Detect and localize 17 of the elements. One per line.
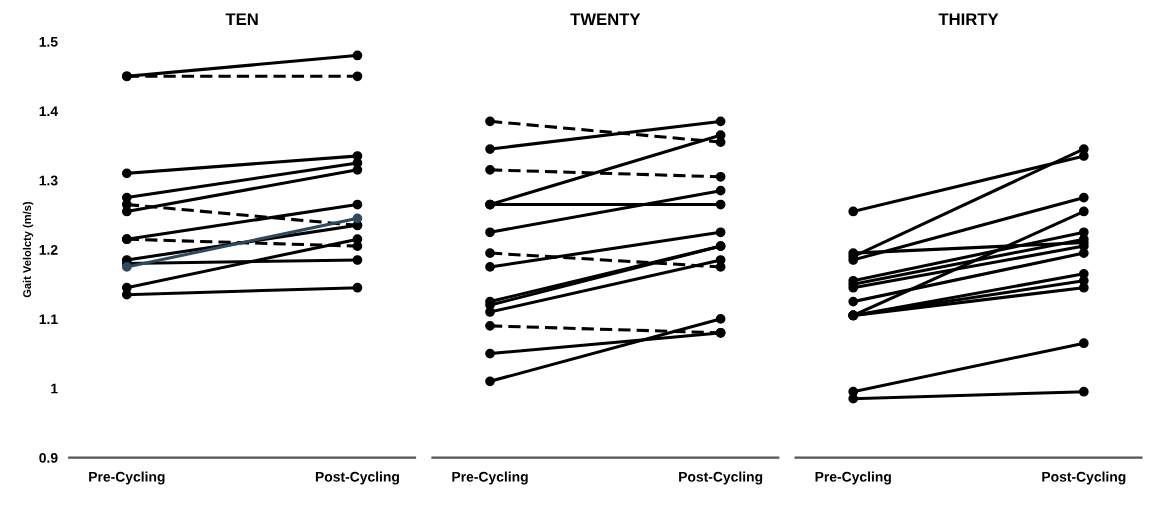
y-tick-label: 0.9 [39,452,58,463]
x-tick-label: Pre-Cycling [452,471,528,485]
x-tick-label: Post-Cycling [315,471,399,485]
chart-title: THIRTY [938,13,999,25]
chart-title: TWENTY [570,13,641,25]
y-tick-label: 1 [51,383,58,394]
y-tick-label: 1.4 [39,106,58,116]
x-tick-label: Pre-Cycling [815,471,891,485]
y-axis-title: Gait Velolcty (m/s) [22,201,34,298]
x-tick-label: Post-Cycling [679,471,763,485]
y-tick-label: 1.5 [39,37,58,47]
x-tick-label: Pre-Cycling [89,471,165,485]
y-tick-label: 1.3 [39,175,58,186]
y-tick-label: 1.1 [39,314,58,324]
chart-title: TEN [225,13,258,25]
x-tick-label: Post-Cycling [1042,471,1126,485]
y-tick-label: 1.2 [39,244,58,255]
